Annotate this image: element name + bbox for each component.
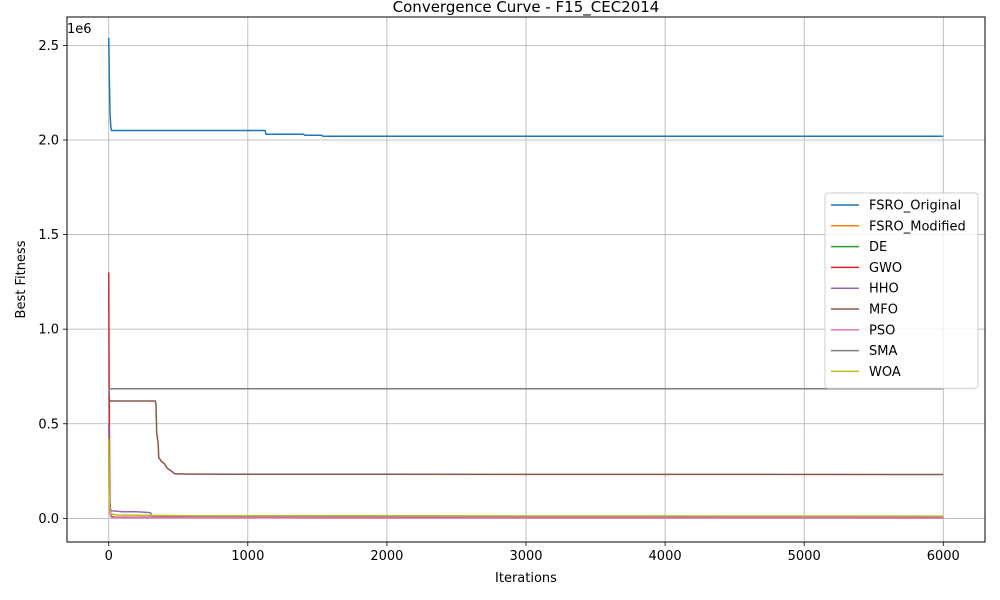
chart-title: Convergence Curve - F15_CEC2014 [393, 0, 660, 17]
legend: FSRO_Original FSRO_Modified DE GWO HHO MFO PSO… [824, 192, 979, 389]
legend-label: FSRO_Modified [869, 219, 966, 234]
legend-label: FSRO_Original [869, 199, 961, 214]
series-line-woa [107, 438, 944, 517]
series-line-fsro-original [107, 37, 944, 137]
legend-label: HHO [869, 282, 899, 297]
legend-box [824, 192, 979, 389]
x-tick-label: 2000 [370, 549, 403, 564]
x-ticks: 0 1000 2000 3000 4000 5000 6000 [105, 542, 960, 564]
y-tick-label: 1.5 [38, 228, 59, 243]
series-line-sma [107, 388, 944, 396]
legend-label: DE [869, 240, 887, 255]
y-tick-label: 0.0 [38, 512, 59, 527]
legend-label: GWO [869, 261, 902, 276]
legend-label: PSO [869, 323, 895, 338]
legend-label: SMA [869, 344, 897, 359]
y-axis-label: Best Fitness [14, 240, 29, 318]
x-tick-label: 4000 [649, 549, 682, 564]
y-tick-label: 2.5 [38, 39, 59, 54]
series-line-mfo [108, 400, 944, 476]
x-axis-label: Iterations [495, 571, 557, 586]
x-tick-label: 5000 [788, 549, 821, 564]
x-tick-label: 3000 [509, 549, 542, 564]
series-lines [107, 37, 944, 519]
y-ticks: 0.0 0.5 1.0 1.5 2.0 2.5 [38, 39, 67, 527]
y-tick-label: 0.5 [38, 417, 59, 432]
y-tick-label: 1.0 [38, 323, 59, 338]
x-tick-label: 6000 [927, 549, 960, 564]
y-axis-multiplier: 1e6 [67, 22, 92, 37]
legend-label: WOA [869, 365, 901, 380]
x-tick-label: 0 [105, 549, 113, 564]
x-tick-label: 1000 [231, 549, 264, 564]
legend-label: MFO [869, 303, 898, 318]
y-tick-label: 2.0 [38, 133, 59, 148]
